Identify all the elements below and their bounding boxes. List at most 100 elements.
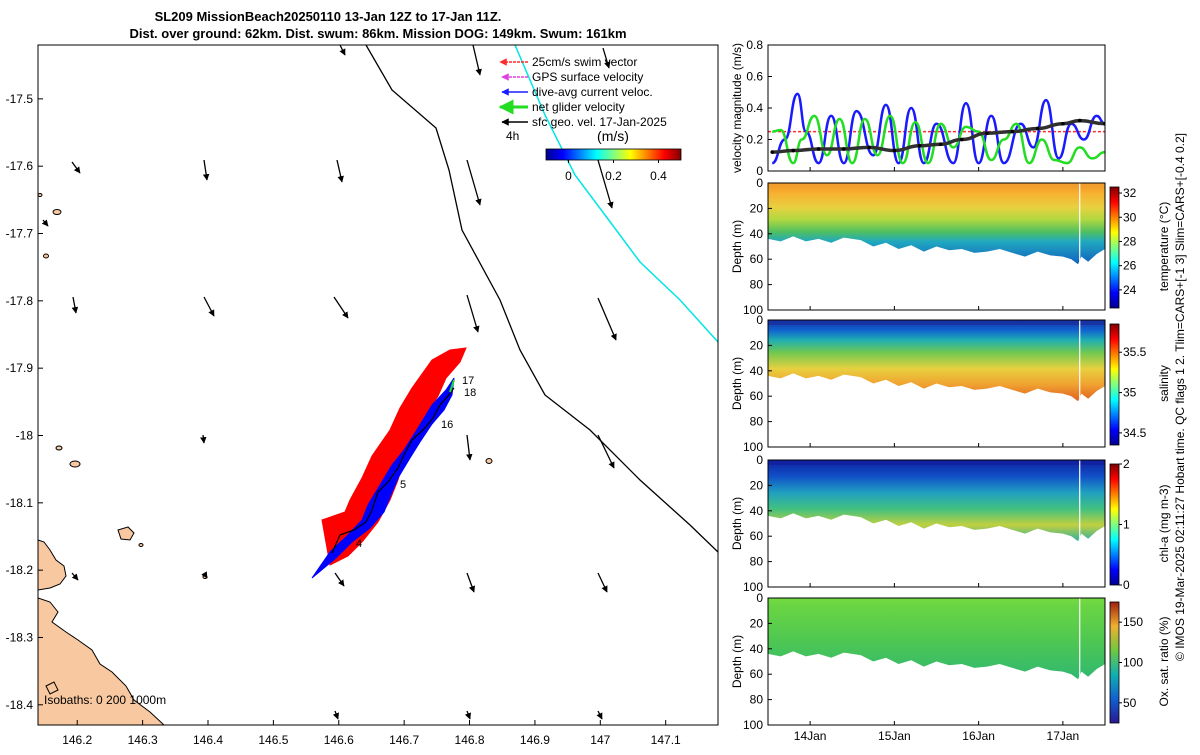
- section-surface-layer: [768, 598, 1105, 603]
- section-y-tick-label: 60: [750, 252, 764, 266]
- section-y-tick-label: 20: [750, 338, 764, 352]
- section-data-field: [768, 320, 1105, 402]
- day-label-17: 17: [462, 375, 474, 387]
- section-data-field: [768, 460, 1105, 542]
- land-island-b: [45, 681, 59, 695]
- geo-velocity-arrow: [202, 159, 210, 181]
- section-y-tick-label: 100: [743, 440, 763, 454]
- section-colorbar-label: chl-a (mg m-3): [1157, 484, 1171, 562]
- section-y-tick-label: 100: [743, 580, 763, 594]
- section-frame: [767, 597, 1106, 726]
- day-label-16: 16: [441, 419, 453, 431]
- isobath-1000m: [514, 45, 718, 343]
- colorbar-tick-label: 0.2: [605, 169, 622, 183]
- section-y-tick-label: 60: [750, 667, 764, 681]
- section-panel-4: 0 20 40 60 80 100 Depth (m) 50 100 150 Ox. sat. ra…: [730, 591, 1171, 732]
- section-colorbar-tick-label: 50: [1123, 696, 1137, 710]
- glider-track-line: [331, 387, 455, 554]
- geo-velocity-arrow: [203, 296, 215, 317]
- section-y-tick-label: 100: [743, 303, 763, 317]
- speed-colorbar-ticks: 0 0.2 0.4: [565, 160, 667, 183]
- section-panel-2: 0 20 40 60 80 100 Depth (m) 34.5 35 35.5 salinity: [730, 313, 1171, 454]
- map-background: [38, 45, 718, 725]
- geo-velocity-arrow: [336, 159, 344, 183]
- map-y-tick-label: -17.8: [6, 294, 34, 308]
- section-colorbar-tick-label: 35.5: [1123, 345, 1147, 359]
- time-tick-label: 17Jan: [1047, 729, 1080, 743]
- geo-velocity-arrow: [466, 434, 473, 461]
- section-colorbar-tick-label: 30: [1123, 210, 1137, 224]
- geo-velocity-arrow: [71, 296, 79, 314]
- map-x-tick-label: 147: [590, 733, 610, 747]
- velocity-series-dive-avg-current: [771, 92, 1105, 165]
- legend-sfc-geo-velocity: sfc geo. vel. 17-Jan-2025: [532, 115, 667, 129]
- map-y-tick-label: -18.3: [6, 630, 34, 644]
- section-colorbar-label: temperature (°C): [1157, 202, 1171, 292]
- section-colorbar-tick-label: 34.5: [1123, 426, 1147, 440]
- section-y-tick-label: 80: [750, 415, 764, 429]
- geo-velocity-arrow: [597, 572, 608, 593]
- velocity-net-point: [959, 137, 964, 142]
- legend-scale-label: 4h: [506, 129, 519, 143]
- section-colorbar-tick-label: 2: [1123, 457, 1130, 471]
- velocity-net-point: [1061, 121, 1065, 126]
- section-colorbar: [1109, 601, 1120, 724]
- map-x-tick-label: 146.5: [258, 733, 288, 747]
- section-y-tick-label: 60: [750, 389, 764, 403]
- map-x-axis: 146.2 146.3 146.4 146.5 146.6 146.7 146.8 146.9…: [62, 720, 681, 747]
- speed-colorbar: [545, 148, 682, 161]
- section-colorbar-tick-label: 100: [1123, 656, 1143, 670]
- legend-dive-avg: dive-avg current veloc.: [532, 85, 653, 99]
- section-colorbar-label: Ox. sat. ratio (%): [1157, 616, 1171, 706]
- map-y-tick-label: -18.1: [6, 496, 34, 510]
- velocity-y-tick-label: 0.4: [746, 101, 763, 115]
- section-ylabel: Depth (m): [730, 635, 744, 688]
- velocity-panel: 0 0.2 0.4 0.6 0.8 velocity magnitude (m/s): [730, 38, 1106, 178]
- land-islet-4: [55, 445, 63, 451]
- land-mainland: [38, 597, 165, 725]
- map-x-tick-label: 146.9: [520, 733, 550, 747]
- velocity-net-point: [917, 144, 922, 148]
- map-y-tick-label: -18.4: [6, 698, 34, 712]
- section-ylabel: Depth (m): [730, 357, 744, 410]
- map-x-tick-label: 146.6: [324, 733, 354, 747]
- land-islet-8: [38, 193, 43, 197]
- section-surface-layer: [768, 183, 1105, 188]
- geo-velocity-arrow: [41, 219, 49, 227]
- section-y-tick-label: 40: [750, 364, 764, 378]
- section-colorbar-label: salinity: [1157, 365, 1171, 402]
- geo-velocity-arrow: [464, 710, 471, 720]
- section-frame: [767, 182, 1106, 311]
- land-islet-1: [52, 209, 62, 215]
- geo-velocity-arrow: [602, 47, 611, 69]
- day-label-4: 4: [356, 538, 362, 550]
- section-data-field: [768, 598, 1105, 680]
- map-y-tick-label: -17.6: [6, 159, 34, 173]
- geo-velocity-arrow: [332, 710, 339, 720]
- map-y-tick-label: -18.2: [6, 563, 34, 577]
- section-colorbar-tick-label: 28: [1123, 234, 1137, 248]
- section-y-tick-label: 100: [743, 718, 763, 732]
- section-y-tick-label: 80: [750, 278, 764, 292]
- section-frame: [767, 319, 1106, 448]
- section-y-tick-label: 0: [756, 176, 763, 190]
- section-y-tick-label: 80: [750, 693, 764, 707]
- velocity-net-point: [842, 147, 846, 151]
- velocity-net-point: [791, 148, 796, 153]
- land-headland: [38, 539, 67, 591]
- time-tick-label: 16Jan: [962, 729, 995, 743]
- map-x-tick-label: 146.7: [389, 733, 419, 747]
- geo-velocity-arrow: [466, 572, 476, 593]
- geo-velocity-arrow: [334, 572, 345, 587]
- section-colorbar: [1109, 323, 1120, 446]
- geo-velocity-arrow: [71, 572, 79, 581]
- velocity-net-point: [1010, 129, 1015, 134]
- map-x-tick-label: 146.8: [455, 733, 485, 747]
- velocity-net-point: [867, 145, 871, 150]
- map-y-tick-label: -18: [16, 428, 34, 442]
- day-label-18: 18: [464, 387, 476, 399]
- velocity-y-tick-label: 0: [756, 164, 763, 178]
- colorbar-title: (m/s): [597, 128, 629, 144]
